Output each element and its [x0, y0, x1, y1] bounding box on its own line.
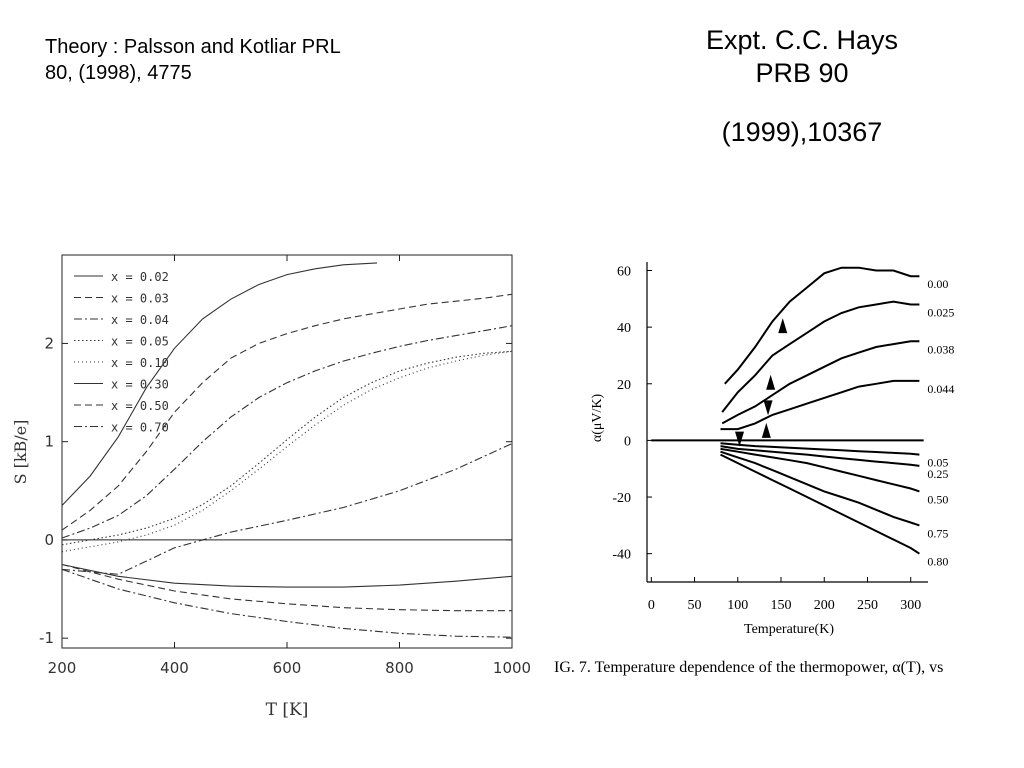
- experiment-series-line: [724, 266, 920, 385]
- theory-series-line: [61, 262, 378, 506]
- experiment-series-label: 0.80: [927, 555, 948, 569]
- theory-y-tick-label: 2: [44, 334, 54, 352]
- experiment-reference-line2: PRB 90: [755, 58, 849, 88]
- experiment-y-tick-label: -20: [612, 491, 631, 506]
- experiment-series-line: [721, 340, 920, 425]
- experiment-reference-line3: (1999),10367: [721, 117, 883, 147]
- theory-x-tick-label: 400: [160, 659, 189, 677]
- theory-reference-line1: Theory : Palsson and Kotliar PRL: [45, 36, 341, 58]
- theory-legend-label: x = 0.30: [111, 378, 169, 392]
- experiment-x-tick-label: 200: [814, 598, 835, 613]
- experiment-series-line: [720, 450, 920, 527]
- theory-y-tick-label: -1: [39, 629, 54, 647]
- experiment-reference: Expt. C.C. Hays PRB 90 (1999),10367: [642, 24, 962, 149]
- theory-legend-label: x = 0.10: [111, 356, 169, 370]
- experiment-marker-arrow: [735, 431, 745, 447]
- theory-y-tick-label: 1: [44, 433, 54, 451]
- theory-x-tick-label: 800: [385, 659, 414, 677]
- experiment-series-line: [720, 442, 920, 456]
- experiment-y-tick-label: 40: [617, 321, 631, 336]
- theory-reference: Theory : Palsson and Kotliar PRL 80, (19…: [45, 34, 465, 86]
- experiment-x-tick-label: 300: [900, 598, 921, 613]
- theory-reference-line2: 80, (1998), 4775: [45, 62, 192, 84]
- experiment-x-axis-label: Temperature(K): [744, 622, 834, 637]
- experiment-series-label: 0.025: [927, 305, 954, 319]
- theory-series-line: [61, 563, 512, 612]
- experiment-series-label: 0.00: [927, 277, 948, 291]
- experiment-y-tick-label: 20: [617, 378, 631, 393]
- experiment-y-tick-label: 0: [624, 434, 631, 449]
- theory-x-tick-label: 200: [48, 659, 77, 677]
- experiment-marker-arrow: [761, 422, 771, 438]
- experiment-x-tick-label: 150: [771, 598, 792, 613]
- theory-x-axis-label: T [K]: [266, 700, 309, 720]
- experiment-chart: 0 50 100 150 200 250 3006040200-20-40Temperatu…: [590, 262, 954, 637]
- experiment-marker-arrow: [766, 374, 776, 390]
- experiment-series-label: 0.50: [927, 492, 948, 506]
- experiment-series-label: 0.044: [927, 382, 954, 396]
- theory-series-line: [61, 350, 513, 546]
- theory-y-axis-label: S [kB/e]: [11, 420, 30, 485]
- experiment-marker-arrow: [763, 400, 773, 416]
- theory-y-tick-label: 0: [44, 531, 54, 549]
- theory-series-line: [61, 568, 513, 638]
- theory-series-line: [61, 443, 513, 575]
- theory-series-line: [61, 563, 513, 588]
- theory-legend-label: x = 0.04: [111, 313, 169, 327]
- experiment-series-label: 0.05: [927, 456, 948, 470]
- experiment-x-tick-label: 50: [688, 598, 702, 613]
- experiment-series-line: [721, 300, 920, 413]
- theory-series-line: [61, 350, 513, 553]
- theory-series-line: [61, 293, 513, 531]
- experiment-series-line: [720, 447, 920, 493]
- theory-chart: 200 400 600 800 1000 -1 0 1 2 T [K] S [kB/e] x = 0.…: [11, 254, 531, 720]
- theory-legend-label: x = 0.50: [111, 399, 169, 413]
- theory-x-tick-label: 600: [273, 659, 302, 677]
- experiment-series-line: [720, 445, 920, 467]
- experiment-x-tick-label: 100: [727, 598, 748, 613]
- theory-legend-label: x = 0.05: [111, 335, 169, 349]
- theory-legend-label: x = 0.02: [111, 270, 169, 284]
- figure-caption: IG. 7. Temperature dependence of the the…: [554, 659, 944, 676]
- theory-legend-label: x = 0.03: [111, 292, 169, 306]
- theory-legend-label: x = 0.70: [111, 421, 169, 435]
- experiment-series-line: [720, 453, 920, 555]
- experiment-series-label: 0.75: [927, 526, 948, 540]
- experiment-marker-arrow: [778, 318, 788, 334]
- theory-series-line: [61, 325, 513, 539]
- experiment-y-axis-label: α(μV/K): [590, 394, 605, 443]
- experiment-reference-line1: Expt. C.C. Hays: [705, 25, 899, 55]
- experiment-x-tick-label: 0: [648, 598, 655, 613]
- experiment-y-tick-label: -40: [612, 548, 631, 563]
- theory-x-tick-label: 1000: [493, 659, 531, 677]
- experiment-y-tick-label: 60: [617, 264, 631, 279]
- experiment-series-line: [720, 379, 920, 431]
- experiment-series-label: 0.038: [927, 342, 954, 356]
- experiment-x-tick-label: 250: [857, 598, 878, 613]
- experiment-series-label: 0.25: [927, 467, 948, 481]
